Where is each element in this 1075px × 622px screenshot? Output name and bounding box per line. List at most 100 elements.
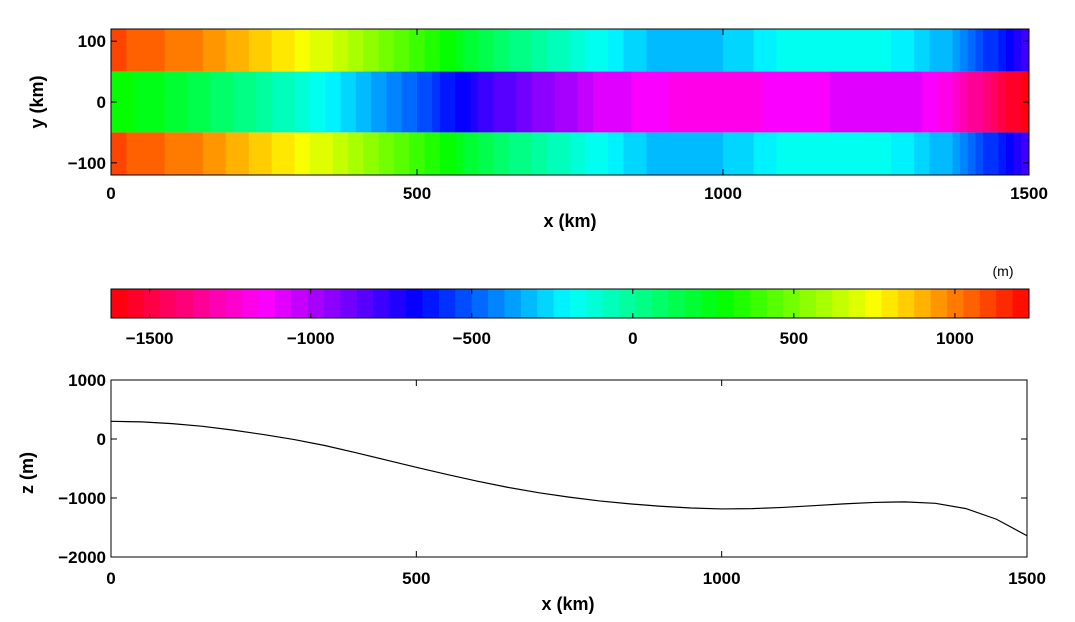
map-cell-outer-north — [325, 29, 334, 72]
map-cell-outer-north — [156, 29, 166, 72]
map-cell-outer-south — [118, 132, 127, 175]
map-cell-outer-south — [417, 132, 426, 175]
map-cell-channel — [570, 71, 579, 133]
map-ytick-label: 0 — [97, 93, 106, 112]
map-cell-channel — [1013, 71, 1022, 133]
map-cell-outer-north — [233, 29, 242, 72]
map-cell-outer-north — [401, 29, 410, 72]
colorbar-segment — [520, 289, 538, 318]
map-cell-outer-north — [592, 29, 602, 72]
colorbar-segment — [356, 289, 374, 318]
map-cell-outer-south — [776, 132, 785, 175]
colorbar-segment — [750, 289, 768, 318]
map-cell-outer-south — [470, 132, 479, 175]
colorbar-segment — [504, 289, 522, 318]
map-cell-outer-north — [944, 29, 954, 72]
map-cell-outer-south — [715, 132, 724, 175]
colorbar-segment — [242, 289, 260, 318]
map-cell-outer-north — [531, 29, 540, 72]
map-cell-outer-north — [998, 29, 1007, 72]
map-cell-outer-north — [876, 29, 885, 72]
map-cell-outer-north — [661, 29, 671, 72]
map-cell-outer-south — [1021, 132, 1029, 175]
map-cell-outer-north — [126, 29, 135, 72]
map-cell-outer-north — [700, 29, 709, 72]
map-cell-outer-south — [516, 132, 525, 175]
map-cell-outer-south — [248, 132, 257, 175]
map-cell-outer-south — [998, 132, 1007, 175]
colorbar-segment — [651, 289, 669, 318]
colorbar-segment — [307, 289, 325, 318]
map-cell-channel — [149, 71, 158, 133]
map-cell-outer-north — [164, 29, 173, 72]
map-cell-channel — [585, 71, 594, 133]
map-cell-outer-north — [133, 29, 143, 72]
map-cell-outer-north — [340, 29, 349, 72]
map-cell-outer-south — [914, 132, 923, 175]
map-cell-channel — [478, 71, 487, 133]
map-cell-outer-north — [547, 29, 556, 72]
map-cell-outer-north — [286, 29, 296, 72]
map-cell-channel — [508, 71, 518, 133]
map-cell-outer-north — [692, 29, 701, 72]
colorbar-tick-label: −500 — [453, 329, 491, 348]
map-cell-outer-south — [822, 132, 831, 175]
map-cell-channel — [837, 71, 846, 133]
map-cell-outer-north — [355, 29, 365, 72]
map-cell-outer-north — [118, 29, 127, 72]
map-cell-channel — [325, 71, 334, 133]
map-cell-outer-north — [508, 29, 518, 72]
colorbar-segment — [1012, 289, 1030, 318]
map-cell-channel — [967, 71, 977, 133]
map-cell-channel — [187, 71, 196, 133]
map-cell-outer-south — [218, 132, 227, 175]
map-cell-outer-south — [753, 132, 762, 175]
map-cell-outer-north — [493, 29, 502, 72]
map-cell-outer-north — [761, 29, 770, 72]
colorbar-segment — [389, 289, 407, 318]
colorbar-tick-label: −1500 — [126, 329, 174, 348]
map-cell-outer-south — [929, 132, 938, 175]
map-cell-outer-south — [241, 132, 250, 175]
map-cell-outer-south — [799, 132, 808, 175]
map-cell-outer-north — [111, 29, 120, 72]
colorbar-segment — [127, 289, 145, 318]
colorbar-segment — [192, 289, 210, 318]
map-cell-channel — [898, 71, 908, 133]
map-cell-outer-north — [638, 29, 648, 72]
map-cell-outer-south — [378, 132, 387, 175]
map-cell-channel — [432, 71, 441, 133]
map-cell-outer-south — [700, 132, 709, 175]
map-cell-channel — [218, 71, 227, 133]
map-cell-outer-south — [179, 132, 189, 175]
map-cell-channel — [340, 71, 349, 133]
map-cell-outer-south — [631, 132, 640, 175]
map-cell-outer-north — [248, 29, 257, 72]
map-cell-channel — [348, 71, 357, 133]
map-cell-channel — [141, 71, 150, 133]
map-cell-channel — [355, 71, 365, 133]
colorbar-segment — [225, 289, 243, 318]
map-cell-outer-south — [478, 132, 487, 175]
map-cell-channel — [233, 71, 242, 133]
map-cell-channel — [615, 71, 625, 133]
map-cell-outer-south — [462, 132, 472, 175]
colorbar-segment — [897, 289, 915, 318]
map-cell-outer-north — [975, 29, 984, 72]
map-cell-outer-south — [677, 132, 686, 175]
colorbar-segment — [832, 289, 850, 318]
colorbar-segment — [701, 289, 719, 318]
colorbar-segment — [258, 289, 276, 318]
map-cell-outer-south — [348, 132, 357, 175]
map-cell-outer-north — [417, 29, 426, 72]
colorbar-segment — [274, 289, 292, 318]
map-cell-outer-south — [684, 132, 693, 175]
colorbar-tick-label: 0 — [628, 329, 637, 348]
map-cell-outer-north — [202, 29, 212, 72]
map-cell-outer-south — [172, 132, 181, 175]
profile-ylabel: z (m) — [17, 452, 37, 494]
map-cell-outer-south — [830, 132, 839, 175]
map-cell-outer-south — [837, 132, 846, 175]
map-cell-outer-north — [309, 29, 319, 72]
